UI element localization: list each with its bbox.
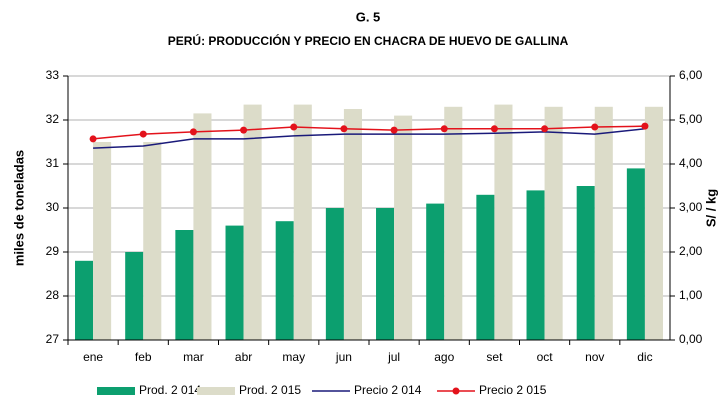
legend-label: Prod. 2 014 — [139, 383, 201, 397]
marker — [591, 123, 599, 131]
marker — [490, 125, 498, 133]
bar — [376, 208, 395, 340]
x-tick-label: mar — [183, 350, 204, 364]
marker — [189, 128, 197, 136]
marker — [641, 122, 649, 130]
bar — [93, 142, 112, 340]
chart-title: G. 5 — [356, 9, 381, 24]
bar — [626, 168, 645, 340]
bar — [476, 194, 495, 340]
y-tick-label: 29 — [46, 244, 60, 258]
bar — [293, 104, 312, 340]
bar — [594, 106, 613, 340]
bar — [444, 106, 463, 340]
bar — [644, 106, 663, 340]
y2-tick-label: 3,00 — [679, 200, 703, 214]
x-tick-label: ene — [83, 350, 103, 364]
y-tick-label: 31 — [46, 156, 60, 170]
y-tick-label: 30 — [46, 200, 60, 214]
x-tick-label: jul — [387, 350, 400, 364]
line — [93, 125, 645, 140]
x-tick-label: dic — [637, 350, 652, 364]
x-tick-label: nov — [585, 350, 604, 364]
bar — [426, 203, 445, 340]
bar — [143, 142, 162, 340]
bar — [343, 109, 362, 340]
y-tick-label: 33 — [46, 68, 60, 82]
bar — [175, 230, 194, 340]
bar — [494, 104, 513, 340]
y2-tick-label: 6,00 — [679, 68, 703, 82]
y2-tick-label: 1,00 — [679, 288, 703, 302]
x-tick-label: feb — [135, 350, 152, 364]
x-tick-label: abr — [235, 350, 252, 364]
y2-axis-label: S/ / kg — [703, 189, 718, 227]
bar — [576, 186, 595, 340]
marker — [440, 125, 448, 133]
legend-swatch — [197, 387, 235, 395]
marker — [541, 125, 549, 133]
x-tick-label: jun — [335, 350, 352, 364]
bar — [75, 260, 94, 340]
legend-swatch — [97, 387, 135, 395]
x-tick-label: ago — [434, 350, 454, 364]
legend-label: Precio 2 015 — [479, 383, 547, 397]
y2-tick-label: 2,00 — [679, 244, 703, 258]
bar — [275, 221, 294, 340]
y-axis-label: miles de toneladas — [11, 150, 26, 266]
marker — [340, 125, 348, 133]
y-tick-label: 32 — [46, 112, 60, 126]
bar — [526, 190, 545, 340]
x-tick-label: may — [282, 350, 305, 364]
bar — [243, 104, 262, 340]
y-tick-label: 28 — [46, 288, 60, 302]
y2-tick-label: 5,00 — [679, 112, 703, 126]
legend-label: Prod. 2 015 — [239, 383, 301, 397]
marker — [390, 126, 398, 134]
bar — [193, 113, 212, 341]
chart-subtitle: PERÚ: PRODUCCIÓN Y PRECIO EN CHACRA DE H… — [168, 33, 569, 48]
marker — [290, 123, 298, 131]
y-tick-label: 27 — [46, 332, 60, 346]
bar — [544, 106, 563, 340]
line — [93, 128, 645, 149]
x-tick-label: oct — [537, 350, 554, 364]
marker — [139, 130, 147, 138]
bar — [125, 252, 144, 340]
x-tick-label: set — [486, 350, 503, 364]
bar — [394, 115, 413, 340]
legend-label: Precio 2 014 — [354, 383, 422, 397]
y2-tick-label: 0,00 — [679, 332, 703, 346]
marker — [240, 126, 248, 134]
legend-marker — [452, 387, 460, 395]
bar — [325, 208, 344, 340]
marker — [89, 135, 97, 143]
bar — [225, 225, 244, 340]
y2-tick-label: 4,00 — [679, 156, 703, 170]
